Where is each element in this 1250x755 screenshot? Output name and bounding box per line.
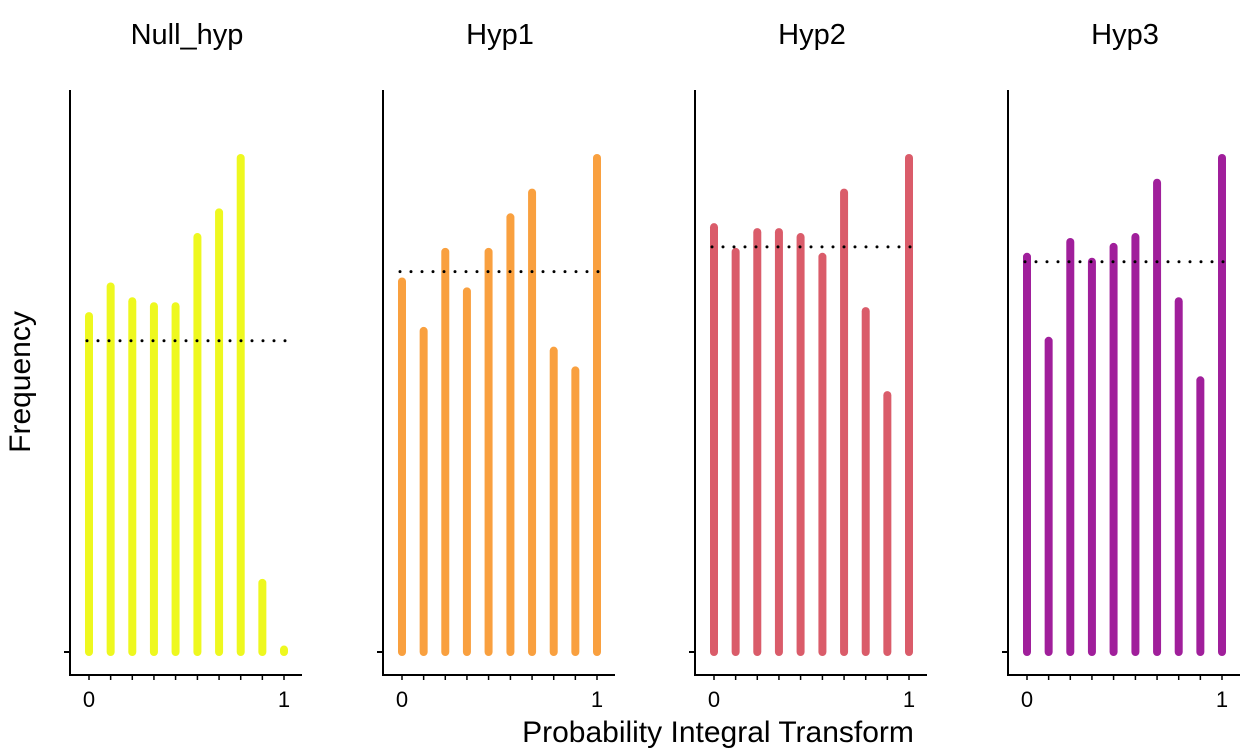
y-axis-title: Frequency <box>4 311 37 453</box>
panel-title: Hyp3 <box>1091 19 1159 51</box>
x-tick-label: 1 <box>903 687 915 712</box>
x-tick-label: 1 <box>591 687 603 712</box>
panel-title: Null_hyp <box>131 19 244 51</box>
x-tick-label: 0 <box>708 687 720 712</box>
panel-title: Hyp2 <box>778 19 846 51</box>
panel-2: Hyp2 0 1 <box>689 19 927 712</box>
x-tick-label: 0 <box>1021 687 1033 712</box>
x-tick-label: 0 <box>83 687 95 712</box>
x-tick-label: 1 <box>278 687 290 712</box>
x-tick-label: 1 <box>1216 687 1228 712</box>
panel-1: Hyp1 0 1 <box>377 19 615 712</box>
x-tick-label: 0 <box>396 687 408 712</box>
panel-3: Hyp3 0 1 <box>1002 19 1240 712</box>
x-axis-title: Probability Integral Transform <box>522 716 914 749</box>
panel-0: Null_hyp 0 1 <box>64 19 302 712</box>
panel-title: Hyp1 <box>466 19 534 51</box>
